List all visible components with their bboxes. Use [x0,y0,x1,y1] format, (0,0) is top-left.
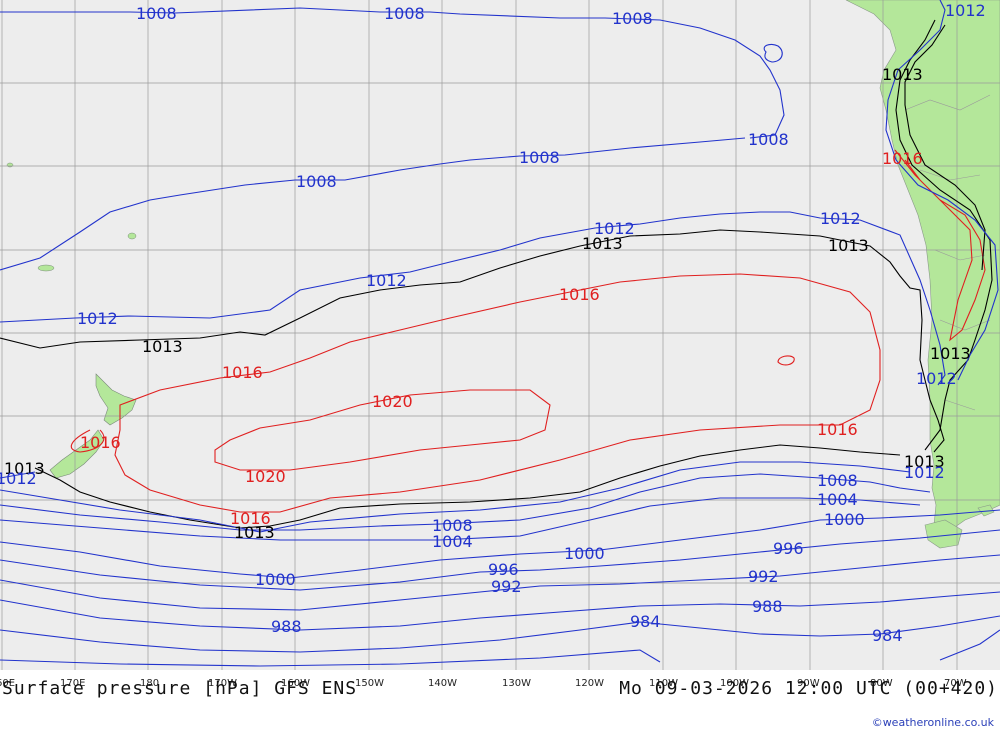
isobar-1013-south [34,444,901,529]
lon-label: 170E [60,678,85,689]
isobar-1008-loop [763,43,783,63]
lon-label: 70W [944,678,967,689]
lon-label: 160W [281,678,310,689]
isobar-1013-chile [895,19,993,451]
label-992: 992 [491,577,522,596]
lon-label: 170W [208,678,237,689]
label-1020: 1020 [245,467,286,486]
isobar-1016-chile [894,149,986,342]
label-1016: 1016 [882,149,923,168]
isobar-1020 [214,389,551,471]
lon-label: 130W [502,678,531,689]
label-988: 988 [752,597,783,616]
label-984: 984 [872,626,903,645]
label-1012: 1012 [594,219,635,238]
isobar-984 [0,615,1000,653]
label-1016: 1016 [559,285,600,304]
label-1013: 1013 [930,344,971,363]
falklands-land [977,504,995,517]
isobar-996 [0,529,1000,591]
label-1020: 1020 [372,392,413,411]
label-1008: 1008 [748,130,789,149]
label-1016: 1016 [817,420,858,439]
isobar-1000 [0,509,1000,579]
label-1012: 1012 [77,309,118,328]
label-1013: 1013 [582,234,623,253]
isobar-1013-north [0,229,945,453]
lon-label: 90W [797,678,820,689]
lon-label: 60E [0,678,15,689]
isobar-988 [0,591,1000,631]
label-1012: 1012 [0,469,37,488]
label-1000: 1000 [564,544,605,563]
label-996: 996 [773,539,804,558]
label-1000: 1000 [824,510,865,529]
longitude-labels: 60E 170E 180 170W 160W 150W 140W 130W 12… [0,678,967,689]
lon-label: 150W [355,678,384,689]
lon-label: 100W [720,678,749,689]
ocean-area [0,0,1000,670]
label-1012: 1012 [904,463,945,482]
credit-link[interactable]: ©weatheronline.co.uk [871,716,994,729]
new-zealand-north-island [95,373,137,426]
label-1013: 1013 [828,236,869,255]
label-1008: 1008 [296,172,337,191]
label-1016: 1016 [222,363,263,382]
isobar-1004 [0,497,921,541]
label-1000: 1000 [255,570,296,589]
label-1008: 1008 [432,516,473,535]
lon-label: 120W [575,678,604,689]
isobar-1013-chile-inner [904,24,986,271]
isobar-1016-loop [70,429,105,453]
isobar-1016-central [114,273,881,513]
label-1013: 1013 [142,337,183,356]
label-1012: 1012 [366,271,407,290]
label-1008: 1008 [384,4,425,23]
isobar-1008-south [0,473,931,531]
footer-area [0,670,1000,733]
label-1016: 1016 [230,509,271,528]
isobar-1016-small [777,355,795,366]
label-1008: 1008 [519,148,560,167]
lon-label: 80W [870,678,893,689]
label-988: 988 [271,617,302,636]
country-borders [904,94,991,411]
label-1013: 1013 [904,452,945,471]
label-1008: 1008 [817,471,858,490]
label-1012: 1012 [916,369,957,388]
label-1013: 1013 [4,459,45,478]
label-1013: 1013 [882,65,923,84]
map-title: Surface pressure [hPa] GFS ENS [2,678,358,699]
lon-label: 140W [428,678,457,689]
tierra-del-fuego-land [924,519,963,549]
isobar-1008-north [0,7,785,139]
label-992: 992 [748,567,779,586]
isobar-labels: 1008 1008 1008 1008 1008 1008 1012 1013 … [0,1,986,645]
isobar-1012-north [0,211,946,386]
isobar-980-east [939,629,1000,661]
label-1012: 1012 [820,209,861,228]
isobar-1012-chile [885,0,999,381]
isobar-1012-south [0,461,911,533]
isobar-1012-west [0,471,36,479]
lon-label: 180 [140,678,159,689]
map-valid-time: Mo 09-03-2026 12:00 UTC (00+420) [619,678,998,699]
label-1013: 1013 [234,523,275,542]
label-1004: 1004 [432,532,473,551]
label-1008: 1008 [136,4,177,23]
isobar-992 [0,554,1000,611]
label-1008: 1008 [612,9,653,28]
label-1012: 1012 [945,1,986,20]
label-984: 984 [630,612,661,631]
label-1004: 1004 [817,490,858,509]
lon-label: 110W [649,678,678,689]
isobar-980 [0,649,661,667]
label-1016: 1016 [80,433,121,452]
isobar-1008-middle [0,137,746,271]
label-996: 996 [488,560,519,579]
